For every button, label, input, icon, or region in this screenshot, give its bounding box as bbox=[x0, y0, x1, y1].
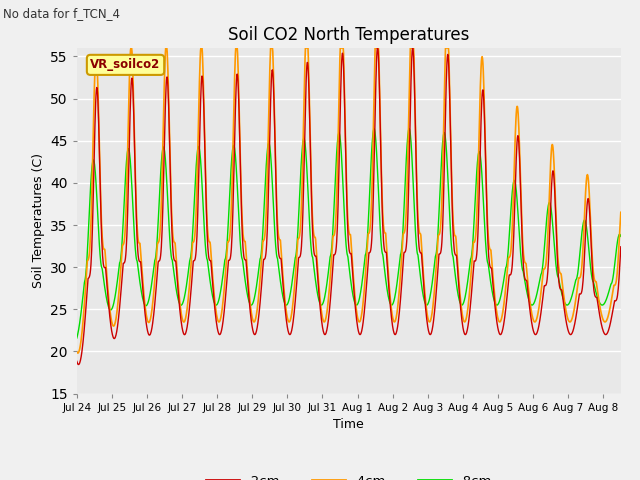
Text: No data for f_TCN_4: No data for f_TCN_4 bbox=[3, 7, 120, 20]
-2cm bbox=[75, 361, 83, 367]
-2cm bbox=[316, 294, 323, 300]
-4cm bbox=[326, 285, 333, 291]
-4cm bbox=[74, 350, 82, 356]
-2cm bbox=[73, 359, 81, 364]
-8cm bbox=[405, 126, 413, 132]
Text: VR_soilco2: VR_soilco2 bbox=[90, 59, 161, 72]
-4cm bbox=[73, 349, 81, 355]
-4cm bbox=[316, 291, 323, 297]
-2cm bbox=[383, 260, 391, 266]
-8cm bbox=[137, 287, 145, 292]
-2cm bbox=[374, 45, 381, 51]
-2cm bbox=[304, 63, 312, 69]
-2cm bbox=[325, 312, 333, 317]
-8cm bbox=[73, 335, 81, 341]
-4cm bbox=[383, 253, 391, 259]
-4cm bbox=[138, 265, 146, 271]
-2cm bbox=[138, 268, 145, 274]
X-axis label: Time: Time bbox=[333, 418, 364, 431]
Y-axis label: Soil Temperatures (C): Soil Temperatures (C) bbox=[31, 153, 45, 288]
-8cm bbox=[617, 233, 625, 239]
-4cm bbox=[115, 285, 123, 291]
-8cm bbox=[315, 297, 323, 303]
-4cm bbox=[617, 209, 625, 215]
Title: Soil CO2 North Temperatures: Soil CO2 North Temperatures bbox=[228, 25, 470, 44]
Line: -2cm: -2cm bbox=[77, 48, 621, 364]
Legend: -2cm, -4cm, -8cm: -2cm, -4cm, -8cm bbox=[201, 469, 497, 480]
-8cm bbox=[115, 266, 123, 272]
-4cm bbox=[305, 55, 312, 61]
-4cm bbox=[127, 45, 134, 51]
Line: -8cm: -8cm bbox=[77, 129, 621, 338]
-8cm bbox=[304, 181, 312, 187]
-2cm bbox=[115, 308, 123, 314]
-8cm bbox=[383, 281, 390, 287]
-8cm bbox=[325, 267, 333, 273]
-2cm bbox=[617, 244, 625, 250]
Line: -4cm: -4cm bbox=[77, 48, 621, 353]
